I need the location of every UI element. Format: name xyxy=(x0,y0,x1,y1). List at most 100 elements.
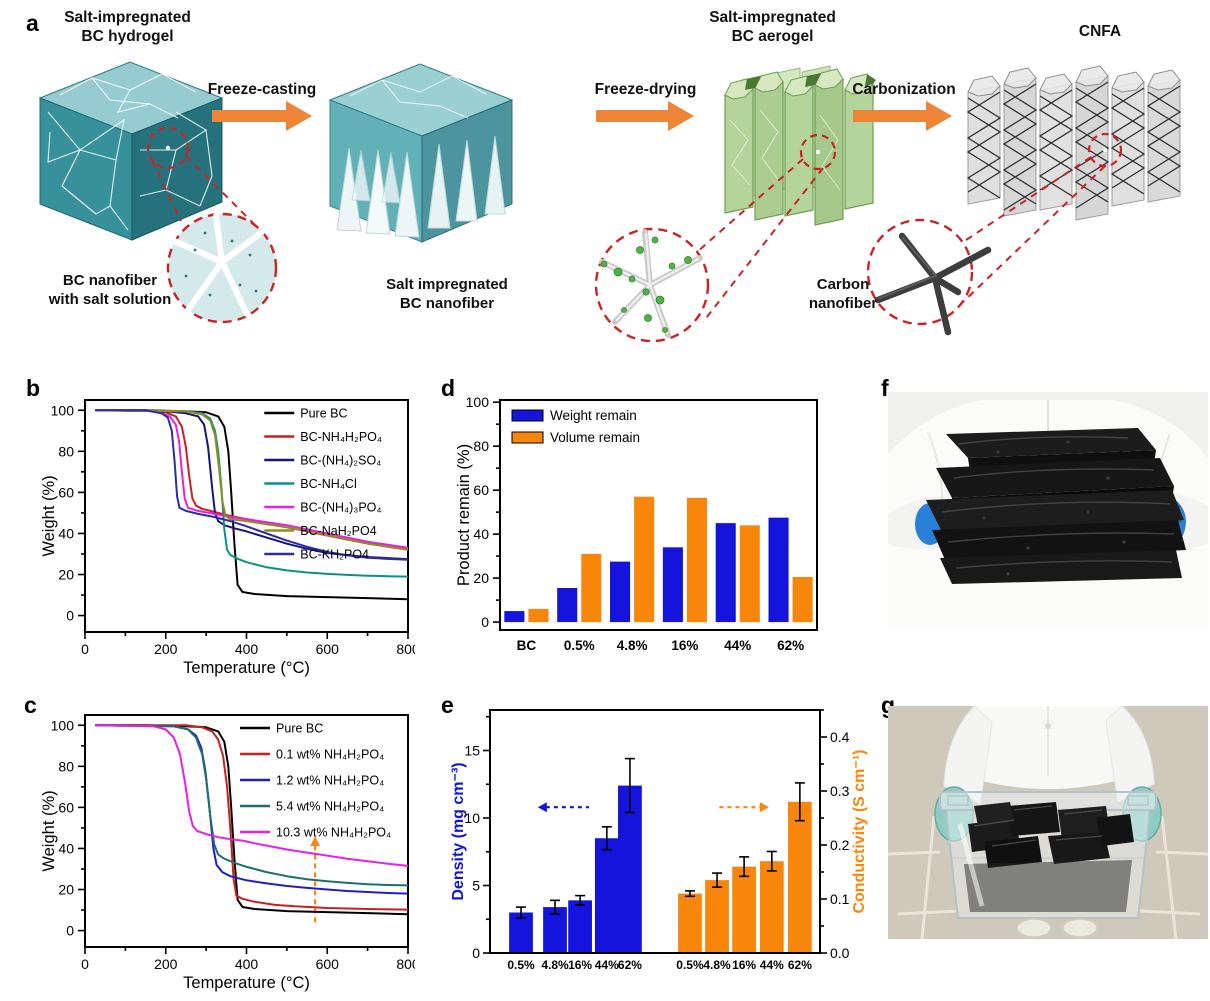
bar-weight-remain xyxy=(715,523,736,623)
inset-connector xyxy=(151,159,182,222)
inset-connector xyxy=(959,156,1092,245)
legend-swatch xyxy=(511,409,544,422)
tick-label: 20 xyxy=(473,570,489,586)
tick-label: 60 xyxy=(473,482,489,498)
conductivity-bar xyxy=(732,866,756,953)
category-label: 4.8% xyxy=(617,638,648,653)
carbonization-arrow xyxy=(853,101,952,131)
photo-carbon-aerogel-stack xyxy=(888,392,1208,628)
stage-title-line: Salt-impregnated xyxy=(64,9,191,26)
series-line xyxy=(95,409,409,561)
bc-aerogel-honeycomb xyxy=(724,65,876,226)
tick-label: 80 xyxy=(58,758,74,774)
ice-cones xyxy=(336,135,506,238)
density-bar xyxy=(568,900,592,953)
x-axis-label: Temperature (°C) xyxy=(183,974,310,992)
panel-letter-d: d xyxy=(441,375,456,401)
bar-weight-remain xyxy=(610,561,631,623)
arrow-label-freeze-casting: Freeze-casting xyxy=(207,81,317,98)
hexagon-shadows xyxy=(745,73,876,90)
category-label: 4.8% xyxy=(703,958,731,972)
annotation-arrowhead xyxy=(310,836,321,847)
category-label: 62% xyxy=(788,958,812,972)
stage-title-line: BC hydrogel xyxy=(81,28,174,46)
panel-c-tga-chart: 0 200 400 600 800 0 20 40 60 80 100 Temperature (°C… xyxy=(40,705,420,995)
panel-b-tga-chart: 0 200 400 600 800 0 20 40 60 80 100 Temperature (°C… xyxy=(40,390,420,680)
tick-label: 20 xyxy=(58,882,74,898)
coat-button xyxy=(1044,722,1052,730)
inset-connector xyxy=(962,165,1106,303)
legend-label: 1.2 wt% NH₄H₂PO₄ xyxy=(276,774,384,788)
freeze-cast-cube xyxy=(328,63,514,243)
tile-grout-lines xyxy=(888,815,1208,939)
tick-label: 100 xyxy=(466,394,490,410)
tick-label: 0.3 xyxy=(830,783,850,799)
legend: Pure BC 0.1 wt% NH₄H₂PO₄ 1.2 wt% NH₄H₂PO₄ 5… xyxy=(240,722,391,840)
tick-label: 0.4 xyxy=(830,729,850,745)
bar-weight-remain xyxy=(557,588,578,623)
category-label: 44% xyxy=(760,958,784,972)
freeze-drying-arrow xyxy=(596,101,694,131)
tick-label: 0 xyxy=(472,945,480,961)
tick-label: 40 xyxy=(58,525,74,541)
panel-letter-a: a xyxy=(26,10,39,36)
arrow-label-freeze-drying: Freeze-drying xyxy=(594,81,697,98)
bar-volume-remain xyxy=(528,608,549,623)
panel-d-bar-chart: 0 20 40 60 80 100 BC 0.5% 4.8% 16% 44% 62% Product r… xyxy=(455,388,825,678)
tick-label: 0.1 xyxy=(830,891,850,907)
bar-volume-remain xyxy=(739,525,760,623)
legend-label: BC-NH₄H₂PO₄ xyxy=(300,430,382,444)
category-label: 16% xyxy=(732,958,756,972)
category-label: 44% xyxy=(724,638,751,653)
tick-label: 100 xyxy=(51,402,75,418)
panel-letter-b: b xyxy=(26,375,41,401)
carbon-pieces-in-box xyxy=(968,802,1134,868)
tick-label: 0.2 xyxy=(830,837,850,853)
chart-b: 0 200 400 600 800 0 20 40 60 80 100 Temperature (°C… xyxy=(40,399,420,677)
salt-solution-dots xyxy=(184,231,258,297)
bar-volume-remain xyxy=(581,553,602,623)
density-arrowhead xyxy=(537,802,547,813)
category-label: BC xyxy=(517,638,537,653)
tick-label: 200 xyxy=(154,641,178,657)
bar-weight-remain xyxy=(768,517,789,623)
series-line xyxy=(95,409,409,549)
bc-hydrogel-cube xyxy=(38,61,224,241)
conductivity-bar xyxy=(705,880,729,953)
tick-label: 40 xyxy=(473,526,489,542)
inset-salt-impregnated-nanofiber xyxy=(594,227,710,343)
series-line xyxy=(95,724,409,911)
density-bar xyxy=(509,912,533,953)
tick-label: 40 xyxy=(58,840,74,856)
carbon-truss-lines xyxy=(966,81,1182,211)
arrow-label-carbonization: Carbonization xyxy=(852,81,956,98)
category-label: 4.8% xyxy=(541,958,569,972)
legend-label: 5.4 wt% NH₄H₂PO₄ xyxy=(276,800,384,814)
tick-label: 400 xyxy=(235,641,259,657)
legend-label: Pure BC xyxy=(276,722,323,736)
legend: Weight remain Volume remain xyxy=(511,408,640,445)
panel-letter-e: e xyxy=(441,692,454,718)
bar-weight-remain xyxy=(662,547,683,623)
tick-label: 0 xyxy=(66,923,74,939)
tick-label: 800 xyxy=(396,956,415,972)
hexagon-tops xyxy=(724,68,874,100)
bar-weight-remain xyxy=(504,611,525,623)
tick-label: 0 xyxy=(81,956,89,972)
category-label: 16% xyxy=(671,638,698,653)
tick-label: 0 xyxy=(81,641,89,657)
inset-label-line: BC nanofiber xyxy=(399,294,495,312)
inset-label-line: BC nanofiber xyxy=(62,272,158,289)
panel-a-illustration xyxy=(38,61,1182,343)
tick-label: 80 xyxy=(58,443,74,459)
legend-label: Pure BC xyxy=(300,407,347,421)
axis-frame xyxy=(489,709,821,954)
inset-label-line: Carbon xyxy=(816,276,870,293)
category-label: 62% xyxy=(618,958,642,972)
panel-letter-c: c xyxy=(24,692,37,718)
panel-e-dual-bar-chart: 0.5% 4.8% 16% 44% 62% 0.5% 4.8% 16% 44% 62% 0 5 10 15… xyxy=(450,700,875,996)
tick-label: 400 xyxy=(235,956,259,972)
conductivity-bar xyxy=(787,801,812,953)
series-line xyxy=(95,409,409,551)
